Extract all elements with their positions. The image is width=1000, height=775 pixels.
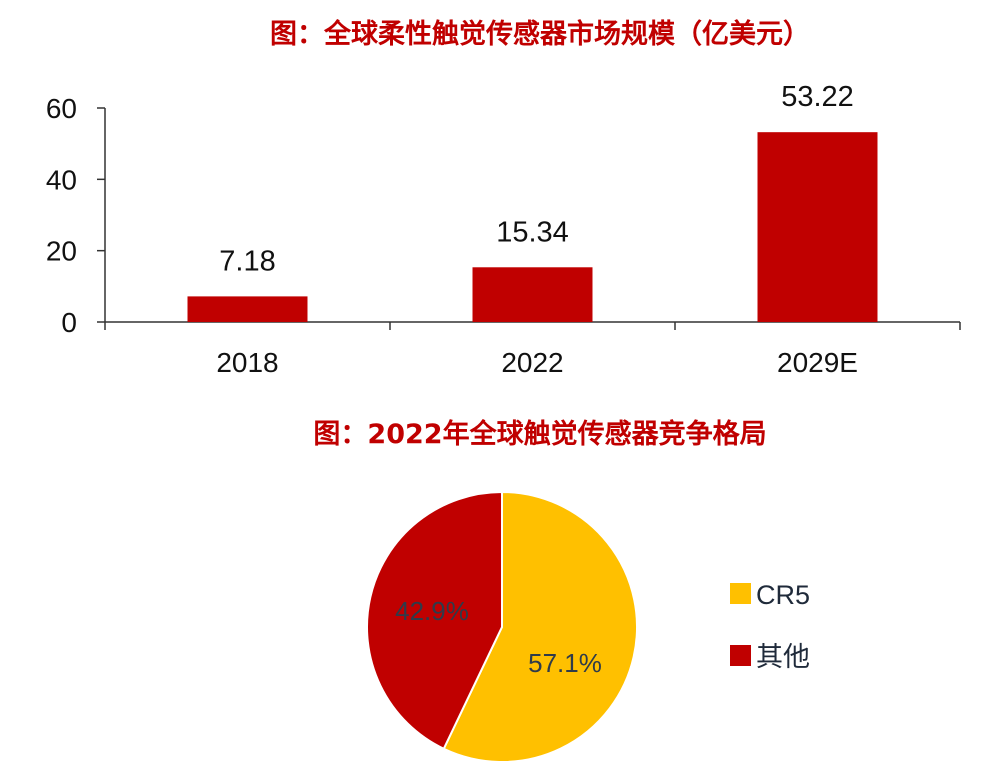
bar-value-label: 15.34 xyxy=(496,216,569,248)
legend-swatch xyxy=(730,645,751,666)
bar-chart-title: 图：全球柔性触觉传感器市场规模（亿美元） xyxy=(270,19,810,50)
pie-chart-title: 图：2022年全球触觉传感器竞争格局 xyxy=(313,419,767,450)
x-tick-label: 2018 xyxy=(216,347,278,378)
pie-slice-label: 42.9% xyxy=(395,596,469,626)
bar-chart: 0 20 40 60 7.18 2018 15.34 2022 53.22 2029E xyxy=(46,81,961,378)
bar xyxy=(187,296,308,322)
x-tick-label: 2029E xyxy=(777,347,858,378)
x-tick-label: 2022 xyxy=(501,347,563,378)
bar xyxy=(757,132,878,322)
bar-value-label: 7.18 xyxy=(219,245,275,277)
y-tick-label: 0 xyxy=(61,307,77,338)
pie-slice-cr5 xyxy=(442,490,638,763)
bar xyxy=(472,267,593,322)
legend-label: 其他 xyxy=(756,642,810,672)
bar-value-label: 53.22 xyxy=(781,81,854,113)
legend-swatch xyxy=(730,583,751,604)
pie-slice-label: 57.1% xyxy=(528,648,602,678)
y-tick-label: 60 xyxy=(46,93,77,124)
y-tick-label: 40 xyxy=(46,164,77,195)
legend-label: CR5 xyxy=(756,580,810,610)
y-tick-label: 20 xyxy=(46,236,77,267)
pie-slice-other xyxy=(366,490,503,751)
